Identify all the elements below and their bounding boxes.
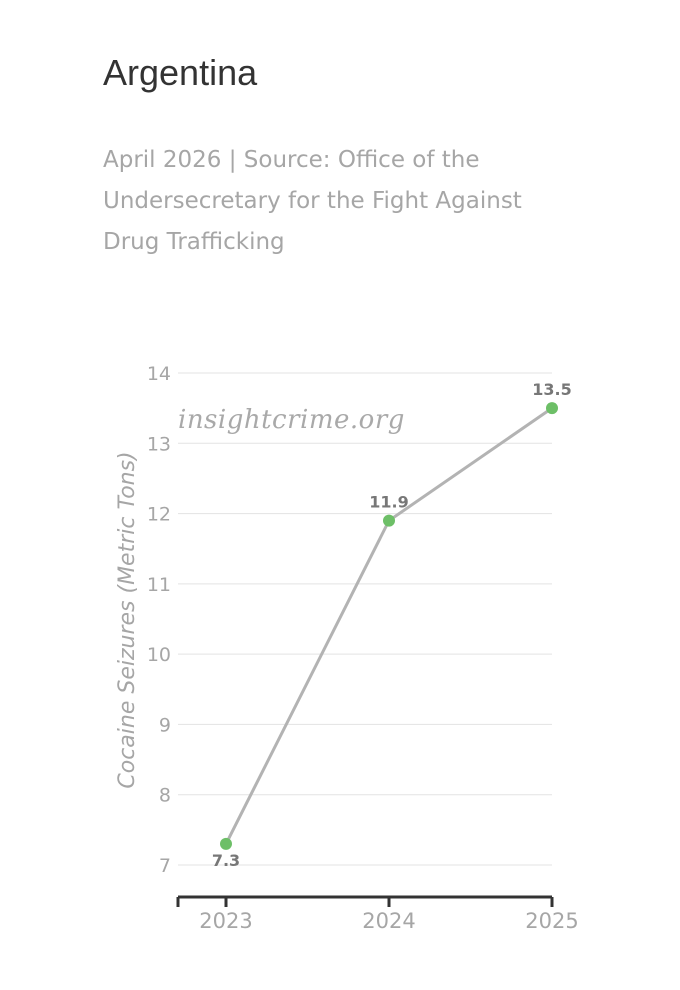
- data-markers: [220, 402, 558, 850]
- chart-subtitle: April 2026 | Source: Office of the Under…: [103, 147, 522, 255]
- y-tick-label: 7: [159, 855, 171, 877]
- y-tick-label: 11: [147, 574, 171, 596]
- series-line: [224, 406, 554, 846]
- x-tick-labels: 2023 2024 2025: [199, 909, 578, 933]
- data-point: [220, 837, 232, 850]
- x-tick-label: 2023: [199, 909, 252, 933]
- y-tick-labels: 7 8 9 10 11 12 13 14: [147, 363, 171, 877]
- data-point: [383, 514, 395, 527]
- y-tick-label: 14: [147, 363, 171, 385]
- data-point: [546, 402, 558, 415]
- x-axis: [176, 895, 554, 907]
- y-tick-label: 13: [147, 433, 171, 455]
- y-axis-title: Cocaine Seizures (Metric Tons): [115, 451, 140, 788]
- data-label: 11.9: [369, 493, 408, 512]
- x-tick-label: 2025: [525, 909, 578, 933]
- grid-lines: [178, 372, 552, 866]
- chart-title: Argentina: [103, 52, 258, 93]
- data-labels: 7.3 11.9 13.5: [212, 380, 572, 870]
- y-tick-label: 9: [159, 714, 171, 736]
- y-tick-label: 8: [159, 785, 171, 807]
- data-label: 13.5: [532, 380, 571, 399]
- y-tick-label: 12: [147, 504, 171, 526]
- y-tick-label: 10: [147, 644, 171, 666]
- series-lines: [224, 406, 554, 846]
- watermark-text: insightcrime.org: [178, 405, 405, 435]
- x-tick-label: 2024: [362, 909, 415, 933]
- data-label: 7.3: [212, 851, 240, 870]
